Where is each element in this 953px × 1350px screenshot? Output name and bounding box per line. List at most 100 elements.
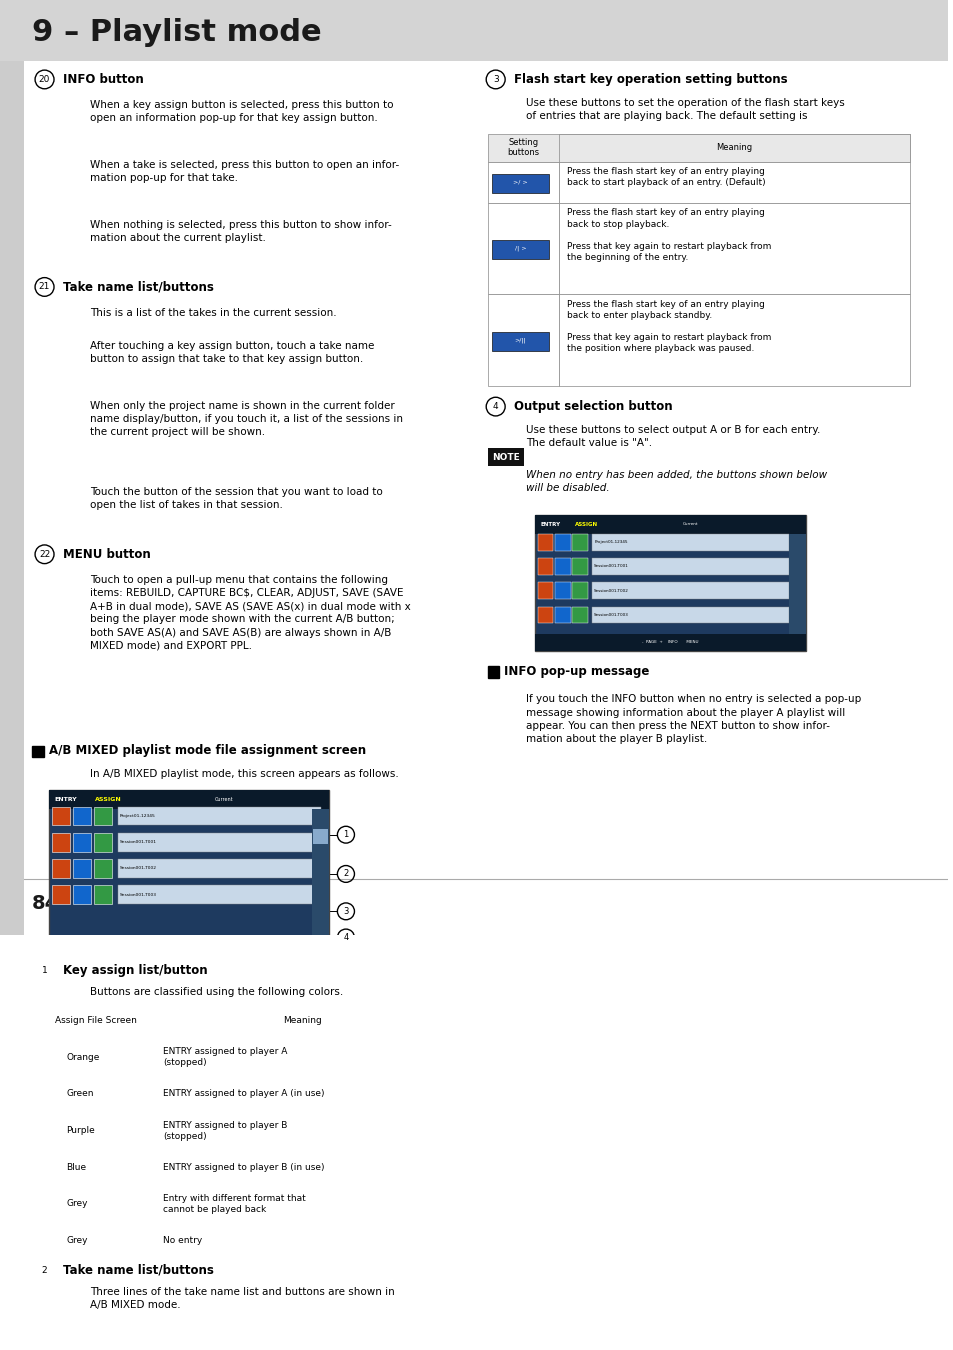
Text: Purple: Purple <box>67 1126 95 1135</box>
Text: If you touch the INFO button when no entry is selected a pop-up
message showing : If you touch the INFO button when no ent… <box>525 694 861 744</box>
Text: Press the flash start key of an entry playing
back to start playback of an entry: Press the flash start key of an entry pl… <box>566 167 764 188</box>
Bar <box>488 202 558 294</box>
Text: Grey: Grey <box>67 1199 88 1208</box>
Text: Session001-T003: Session001-T003 <box>119 892 156 896</box>
Bar <box>117 886 321 904</box>
Text: Grey: Grey <box>67 1237 88 1245</box>
Text: Project01-12345: Project01-12345 <box>594 540 627 544</box>
Bar <box>535 514 804 651</box>
Bar <box>492 332 548 351</box>
Bar <box>50 934 329 953</box>
Text: 21: 21 <box>39 282 51 292</box>
Bar <box>37 1081 155 1107</box>
Text: Entry with different format that
cannot be played back: Entry with different format that cannot … <box>163 1193 306 1214</box>
Text: Session001-T001: Session001-T001 <box>594 564 628 568</box>
Text: Touch the button of the session that you want to load to
open the list of takes : Touch the button of the session that you… <box>90 487 382 510</box>
Text: ENTRY assigned to player B
(stopped): ENTRY assigned to player B (stopped) <box>163 1120 287 1141</box>
Bar <box>592 533 788 551</box>
Bar <box>313 829 328 844</box>
Text: MENU button: MENU button <box>63 548 151 560</box>
Bar <box>572 606 587 624</box>
Bar <box>535 514 804 533</box>
Bar <box>37 1034 155 1081</box>
Text: -  PAGE  +    INFO       MENU: - PAGE + INFO MENU <box>641 640 698 644</box>
Bar <box>312 809 329 937</box>
Bar <box>93 886 112 904</box>
Bar <box>555 533 570 551</box>
Text: ASSIGN: ASSIGN <box>575 522 598 526</box>
Text: Orange: Orange <box>67 1053 100 1062</box>
Bar <box>41 1196 60 1212</box>
Text: Press the flash start key of an entry playing
back to stop playback.

Press that: Press the flash start key of an entry pl… <box>566 208 770 262</box>
Text: ENTRY assigned to player B (in use): ENTRY assigned to player B (in use) <box>163 1162 324 1172</box>
Text: In A/B MIXED playlist mode, this screen appears as follows.: In A/B MIXED playlist mode, this screen … <box>90 769 398 779</box>
Bar <box>788 533 804 633</box>
Bar <box>558 202 909 294</box>
Text: Project01-12345: Project01-12345 <box>119 814 155 818</box>
Text: 2: 2 <box>343 869 348 879</box>
Bar <box>592 606 788 624</box>
Text: 1: 1 <box>343 830 348 840</box>
Bar <box>41 1049 60 1065</box>
Bar <box>41 1085 60 1103</box>
Text: Assign File Screen: Assign File Screen <box>55 1017 137 1025</box>
Bar <box>93 833 112 852</box>
Bar <box>72 833 91 852</box>
Bar <box>32 747 44 757</box>
Bar <box>537 606 553 624</box>
Text: No entry: No entry <box>163 1237 202 1245</box>
Bar <box>488 162 558 202</box>
Text: Press the flash start key of an entry playing
back to enter playback standby.

P: Press the flash start key of an entry pl… <box>566 300 770 354</box>
Text: /| >: /| > <box>514 246 525 251</box>
Text: 4: 4 <box>343 933 348 942</box>
Bar <box>555 558 570 575</box>
Bar <box>537 558 553 575</box>
Bar <box>72 859 91 878</box>
Text: Session001-T001: Session001-T001 <box>119 840 156 844</box>
Text: When nothing is selected, press this button to show infor-
mation about the curr: When nothing is selected, press this but… <box>90 220 392 243</box>
Text: >/ >: >/ > <box>513 180 527 185</box>
Bar <box>592 558 788 575</box>
Bar <box>555 582 570 599</box>
Text: Setting
buttons: Setting buttons <box>507 138 539 158</box>
Text: ENTRY: ENTRY <box>54 796 76 802</box>
Bar <box>155 1180 449 1227</box>
Bar <box>41 1233 60 1249</box>
Text: 20: 20 <box>39 76 51 84</box>
Text: Green: Green <box>67 1089 93 1099</box>
Bar <box>488 294 558 386</box>
Text: Take name list/buttons: Take name list/buttons <box>63 281 213 293</box>
Bar <box>572 582 587 599</box>
Bar <box>37 1227 155 1254</box>
Bar <box>41 1158 60 1176</box>
Text: Blue: Blue <box>67 1162 87 1172</box>
Text: Flash start key operation setting buttons: Flash start key operation setting button… <box>513 73 786 86</box>
Bar <box>555 606 570 624</box>
Bar <box>537 582 553 599</box>
Text: Current: Current <box>215 796 233 802</box>
Bar <box>572 533 587 551</box>
Text: -  PAGE  +    INFO       MENU: - PAGE + INFO MENU <box>161 942 217 946</box>
Text: Buttons are classified using the following colors.: Buttons are classified using the followi… <box>90 987 343 998</box>
Bar <box>155 1227 449 1254</box>
Bar <box>50 790 329 809</box>
Text: Meaning: Meaning <box>716 143 752 153</box>
Text: When a key assign button is selected, press this button to
open an information p: When a key assign button is selected, pr… <box>90 100 394 123</box>
Bar <box>52 886 71 904</box>
Text: INFO button: INFO button <box>63 73 143 86</box>
Bar <box>72 807 91 825</box>
Bar <box>37 1154 155 1180</box>
Text: Use these buttons to set the operation of the flash start keys
of entries that a: Use these buttons to set the operation o… <box>525 99 843 122</box>
Bar <box>537 533 553 551</box>
Text: This is a list of the takes in the current session.: This is a list of the takes in the curre… <box>90 308 336 317</box>
Text: 84: 84 <box>32 894 59 914</box>
Bar <box>155 1034 449 1081</box>
Bar <box>117 807 321 825</box>
Bar <box>37 1007 449 1034</box>
Bar <box>535 633 804 651</box>
Bar <box>155 1107 449 1154</box>
Text: When a take is selected, press this button to open an infor-
mation pop-up for t: When a take is selected, press this butt… <box>90 159 399 184</box>
Text: Touch to open a pull-up menu that contains the following
items: REBUILD, CAPTURE: Touch to open a pull-up menu that contai… <box>90 575 411 651</box>
Bar <box>488 448 523 466</box>
Text: Meaning: Meaning <box>283 1017 321 1025</box>
